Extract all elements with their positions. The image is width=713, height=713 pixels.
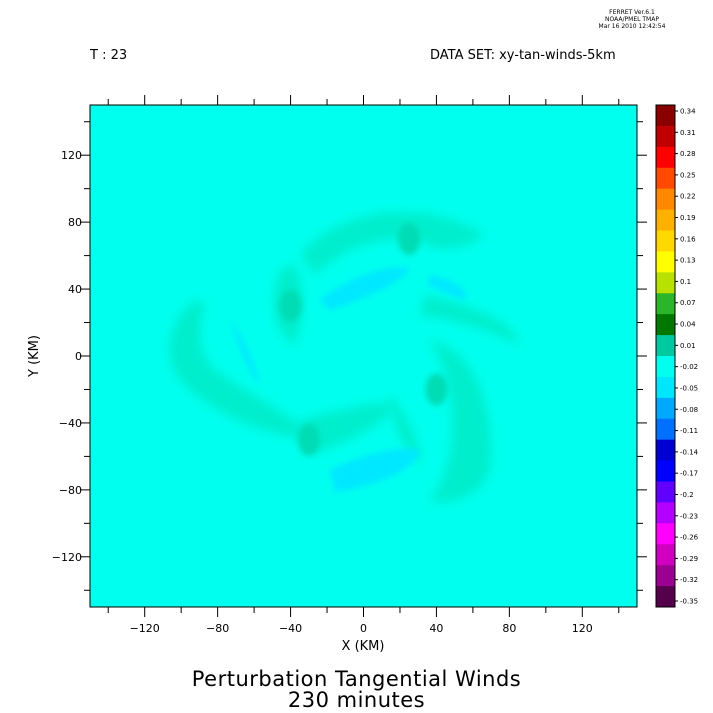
software-stamp: FERRET Ver.6.1 NOAA/PMEL TMAP Mar 16 201… <box>592 9 672 30</box>
colorbar-swatch <box>656 502 675 524</box>
colorbar-swatch <box>656 314 675 336</box>
field-core <box>279 289 302 322</box>
colorbar-label: 0.31 <box>680 129 696 137</box>
colorbar-swatch <box>656 272 675 294</box>
colorbar-label: 0.19 <box>680 214 696 222</box>
y-tick-label: 80 <box>68 216 82 229</box>
colorbar-label: -0.2 <box>680 491 694 499</box>
field-core <box>425 373 448 406</box>
axis-tick-labels: −120 −80 −40 0 40 80 120 120 80 40 0 −40 −80 −120 <box>52 149 593 635</box>
colorbar-swatch <box>656 565 675 587</box>
colorbar-swatch <box>656 544 675 566</box>
colorbar-swatch <box>656 209 675 231</box>
x-tick-label: 120 <box>572 622 593 635</box>
field-core <box>398 222 421 255</box>
colorbar-swatch <box>656 356 675 378</box>
y-axis-title: Y (KM) <box>27 335 42 378</box>
colorbar-swatch <box>656 586 675 608</box>
colorbar-swatch <box>656 188 675 211</box>
colorbar-label: 0.01 <box>680 342 696 350</box>
colorbar-swatch <box>656 418 675 441</box>
colorbar-swatch <box>656 125 675 148</box>
colorbar-label: -0.26 <box>680 534 699 542</box>
stamp-line: Mar 16 2010 12:42:54 <box>598 23 666 30</box>
y-tick-label: 40 <box>68 283 82 296</box>
colorbar-swatch <box>656 105 675 127</box>
colorbar-label: 0.16 <box>680 235 696 243</box>
colorbar-label: 0.22 <box>680 193 696 201</box>
colorbar-swatch <box>656 397 675 420</box>
colorbar-label: -0.05 <box>680 384 698 392</box>
colorbar-label: 0.13 <box>680 257 696 265</box>
colorbar-label: -0.14 <box>680 448 699 456</box>
colorbar-label: -0.08 <box>680 406 698 414</box>
x-tick-label: −40 <box>279 622 302 635</box>
colorbar-swatch <box>656 481 675 503</box>
colorbar-swatch <box>656 230 675 252</box>
y-tick-label: 120 <box>61 149 82 162</box>
x-tick-label: 0 <box>360 622 367 635</box>
colorbar-label: -0.32 <box>680 576 698 584</box>
colorbar-label: -0.11 <box>680 427 698 435</box>
colorbar-swatch <box>656 460 675 482</box>
x-tick-label: −80 <box>206 622 229 635</box>
colorbar-label: 0.34 <box>680 108 696 116</box>
colorbar-label: 0.28 <box>680 150 696 158</box>
colorbar-label: 0.1 <box>680 278 691 286</box>
header-dataset-label: DATA SET: xy-tan-winds-5km <box>430 48 616 63</box>
colorbar-labels: 0.34 0.31 0.28 0.25 0.22 0.19 0.16 0.13 0.1 0.07 0… <box>680 108 699 606</box>
y-tick-label: −40 <box>59 417 82 430</box>
colorbar-swatch <box>656 146 675 169</box>
axis-ticks <box>80 95 647 617</box>
colorbar-label: -0.02 <box>680 363 698 371</box>
colorbar-label: -0.17 <box>680 470 698 478</box>
colorbar-swatch <box>656 376 675 399</box>
colorbar-label: 0.04 <box>680 321 696 329</box>
x-axis-title: X (KM) <box>342 639 385 654</box>
colorbar-frame <box>655 104 676 608</box>
chart-subtitle: 230 minutes <box>287 688 426 712</box>
stamp-line: NOAA/PMEL TMAP <box>605 16 659 23</box>
y-tick-label: −120 <box>52 551 82 564</box>
colorbar-label: -0.29 <box>680 555 698 563</box>
field-core <box>297 423 320 456</box>
y-tick-label: −80 <box>59 484 82 497</box>
x-tick-label: 40 <box>429 622 443 635</box>
colorbar-swatch <box>656 293 675 315</box>
colorbar-label: -0.23 <box>680 512 698 520</box>
y-tick-label: 0 <box>75 350 82 363</box>
stamp-line: FERRET Ver.6.1 <box>609 9 655 16</box>
colorbar-swatch <box>656 251 675 273</box>
colorbar-swatch <box>656 439 675 462</box>
colorbar-label: -0.35 <box>680 598 698 606</box>
header-time-label: T : 23 <box>90 48 128 63</box>
colorbar-swatch <box>656 167 675 190</box>
colorbar-swatch <box>656 335 675 357</box>
colorbar-label: 0.25 <box>680 171 696 179</box>
x-tick-label: −120 <box>130 622 160 635</box>
x-tick-label: 80 <box>502 622 516 635</box>
chart-title: Perturbation Tangential Winds <box>191 667 522 691</box>
colorbar-label: 0.07 <box>680 299 696 307</box>
colorbar-swatch <box>656 523 675 545</box>
spiral-bands <box>169 212 520 502</box>
colorbar <box>655 104 678 608</box>
